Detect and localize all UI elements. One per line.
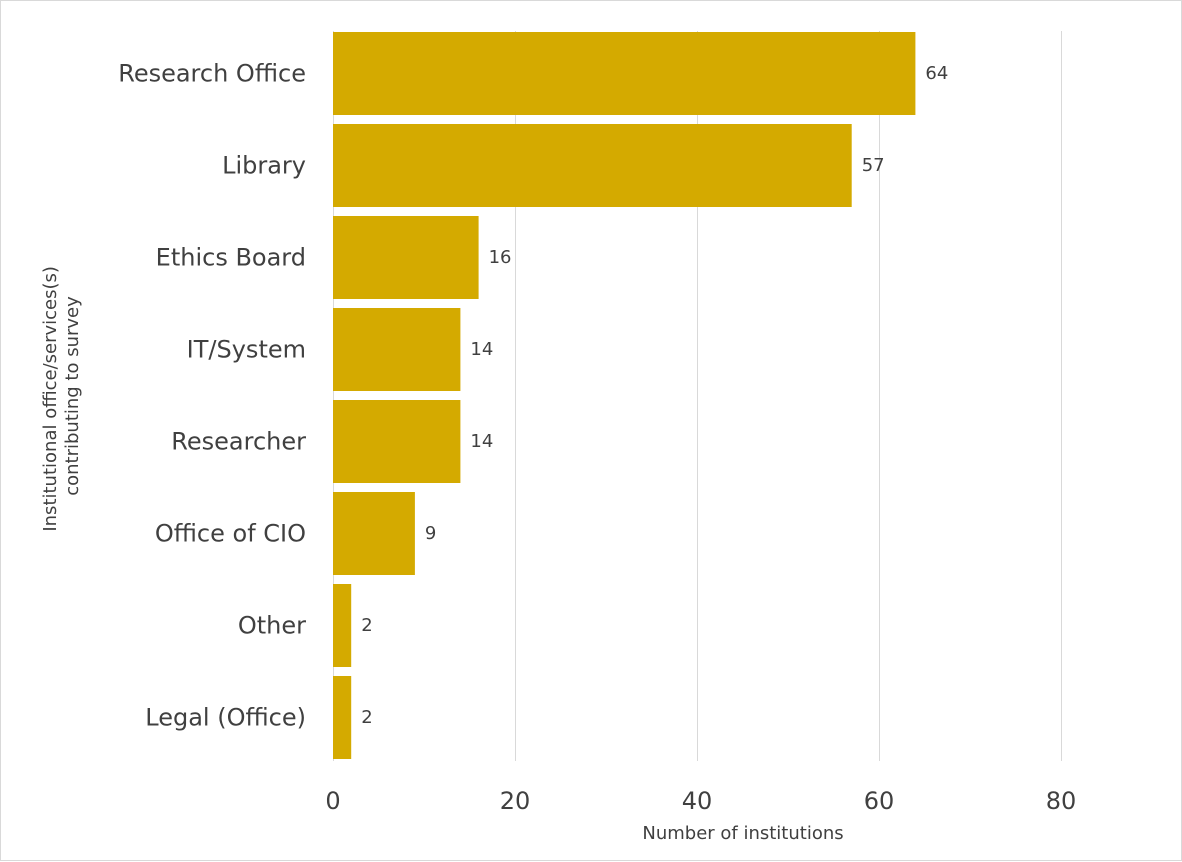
x-axis-title: Number of institutions <box>642 823 843 844</box>
category-label: IT/System <box>187 336 306 364</box>
x-tick-label: 20 <box>500 787 531 815</box>
x-tick-labels: 0 20 40 60 80 <box>325 787 1076 815</box>
bar <box>333 32 916 115</box>
x-tick-label: 80 <box>1046 787 1077 815</box>
x-tick-label: 0 <box>325 787 340 815</box>
bar <box>333 216 479 299</box>
category-label: Library <box>222 152 306 180</box>
data-label: 57 <box>862 155 885 176</box>
value-labels: 64 57 16 14 14 9 2 2 <box>361 63 948 728</box>
bar <box>333 676 352 759</box>
bar <box>333 308 461 391</box>
data-label: 2 <box>361 615 372 636</box>
category-label: Office of CIO <box>155 520 306 548</box>
data-label: 2 <box>361 707 372 728</box>
category-label: Other <box>238 612 306 640</box>
bar <box>333 124 852 207</box>
y-axis-title-line-2: contributing to survey <box>62 296 83 496</box>
y-axis-title-line-1: Institutional office/services(s) <box>40 266 61 532</box>
category-label: Legal (Office) <box>145 704 306 732</box>
data-label: 9 <box>425 523 436 544</box>
bars <box>333 32 916 759</box>
x-tick-label: 40 <box>682 787 713 815</box>
category-label: Research Office <box>118 60 306 88</box>
bar <box>333 584 352 667</box>
data-label: 16 <box>489 247 512 268</box>
category-label: Ethics Board <box>156 244 306 272</box>
bar <box>333 400 461 483</box>
data-label: 14 <box>470 431 493 452</box>
x-tick-label: 60 <box>864 787 895 815</box>
y-axis-title: Institutional office/services(s) contrib… <box>40 260 83 531</box>
data-label: 64 <box>925 63 948 84</box>
category-labels: Research Office Library Ethics Board IT/Sys… <box>118 60 306 732</box>
data-label: 14 <box>470 339 493 360</box>
category-label: Researcher <box>171 428 306 456</box>
bar <box>333 492 415 575</box>
